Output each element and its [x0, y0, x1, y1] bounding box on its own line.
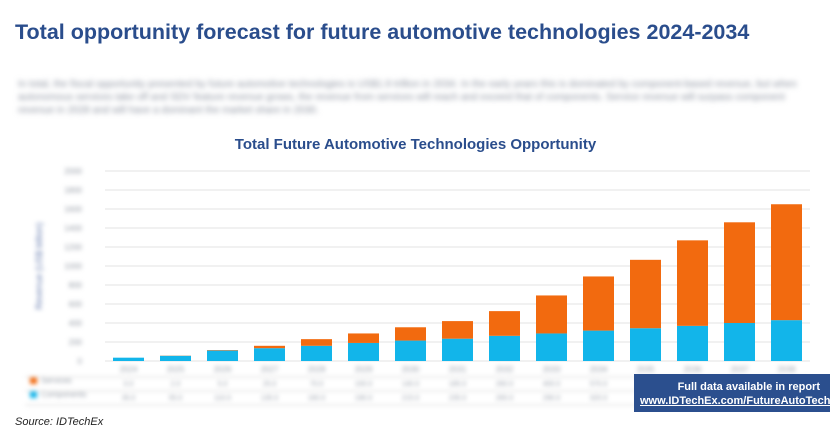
bar-services [630, 259, 661, 329]
x-tick-label: 2037 [731, 365, 749, 374]
x-tick-label: 2027 [261, 365, 279, 374]
y-tick-label: 1000 [64, 262, 82, 271]
source-note: Source: IDTechEx [15, 416, 104, 428]
x-tick-label: 2033 [543, 365, 561, 374]
table-value-services: 2.0 [171, 381, 181, 388]
x-tick-label: 2035 [637, 365, 655, 374]
bar-components [301, 345, 332, 361]
bar-components [583, 330, 614, 361]
bar-services [677, 240, 708, 326]
x-tick-label: 2025 [167, 365, 185, 374]
x-tick-label: 2032 [496, 365, 514, 374]
bar-components [395, 340, 426, 361]
x-tick-label: 2034 [590, 365, 608, 374]
bar-components [677, 325, 708, 361]
table-value-components: 235.0 [449, 395, 467, 402]
table-value-components: 110.0 [214, 395, 231, 402]
bar-components [348, 342, 379, 361]
bar-services [536, 295, 567, 334]
bar-services [489, 311, 520, 336]
bar-services [771, 204, 802, 321]
table-value-components: 265.0 [496, 395, 514, 402]
table-value-components: 290.0 [543, 395, 561, 402]
bar-services [301, 339, 332, 346]
table-value-services: 185.0 [449, 381, 467, 388]
bar-components [113, 357, 144, 361]
report-link[interactable]: www.IDTechEx.com/FutureAutoTech [640, 395, 831, 407]
x-tick-label: 2029 [355, 365, 373, 374]
y-tick-label: 200 [69, 338, 83, 347]
legend-swatch [30, 377, 37, 384]
table-value-components: 55.0 [169, 395, 183, 402]
table-value-services: 0.0 [124, 381, 134, 388]
x-tick-label: 2024 [120, 365, 138, 374]
y-tick-label: 1600 [64, 205, 82, 214]
y-tick-label: 800 [69, 281, 83, 290]
callout-text: Full data available in report [677, 381, 820, 393]
legend-swatch [30, 391, 37, 398]
x-tick-label: 2038 [778, 365, 796, 374]
bar-components [536, 333, 567, 361]
full-data-callout[interactable]: Full data available in report www.IDTech… [634, 374, 830, 412]
y-tick-label: 0 [78, 357, 83, 366]
table-value-components: 35.0 [122, 395, 136, 402]
y-tick-label: 400 [69, 319, 83, 328]
intro-paragraph: In total, the fiscal opportunity present… [18, 79, 797, 116]
table-value-services: 400.0 [543, 381, 561, 388]
page-title: Total opportunity forecast for future au… [15, 20, 750, 44]
legend-label: Components [41, 390, 86, 399]
bar-components [160, 355, 191, 361]
table-value-services: 140.0 [402, 381, 420, 388]
x-tick-label: 2028 [308, 365, 326, 374]
y-tick-label: 1200 [64, 243, 82, 252]
bar-services [724, 222, 755, 323]
x-tick-label: 2036 [684, 365, 702, 374]
table-value-components: 320.0 [590, 395, 608, 402]
bar-components [724, 323, 755, 361]
table-value-services: 25.0 [263, 381, 277, 388]
y-tick-label: 2000 [64, 167, 82, 176]
bar-components [771, 320, 802, 361]
legend-label: Services [41, 376, 72, 385]
y-axis-title: Revenue (US$ billion) [34, 222, 44, 310]
table-value-services: 5.0 [218, 381, 228, 388]
table-value-components: 160.0 [308, 395, 326, 402]
bar-components [254, 348, 285, 361]
table-value-components: 215.0 [402, 395, 420, 402]
bar-components [630, 328, 661, 361]
y-tick-label: 1800 [64, 186, 82, 195]
table-value-services: 70.0 [310, 381, 324, 388]
bar-services [395, 327, 426, 341]
bar-services [583, 276, 614, 331]
table-value-services: 100.0 [355, 381, 373, 388]
chart-bars [113, 204, 802, 361]
bar-components [489, 335, 520, 361]
table-value-components: 135.0 [261, 395, 279, 402]
y-tick-label: 600 [69, 300, 83, 309]
bar-services [254, 345, 285, 349]
bar-services [348, 333, 379, 343]
table-value-components: 190.0 [355, 395, 373, 402]
table-value-services: 570.0 [590, 381, 608, 388]
chart-title: Total Future Automotive Technologies Opp… [234, 136, 597, 153]
x-tick-label: 2031 [449, 365, 467, 374]
y-tick-label: 1400 [64, 224, 82, 233]
x-tick-label: 2030 [402, 365, 420, 374]
x-tick-label: 2026 [214, 365, 232, 374]
bar-components [207, 350, 238, 361]
bar-components [442, 338, 473, 361]
bar-services [442, 321, 473, 339]
table-value-services: 260.0 [496, 381, 514, 388]
